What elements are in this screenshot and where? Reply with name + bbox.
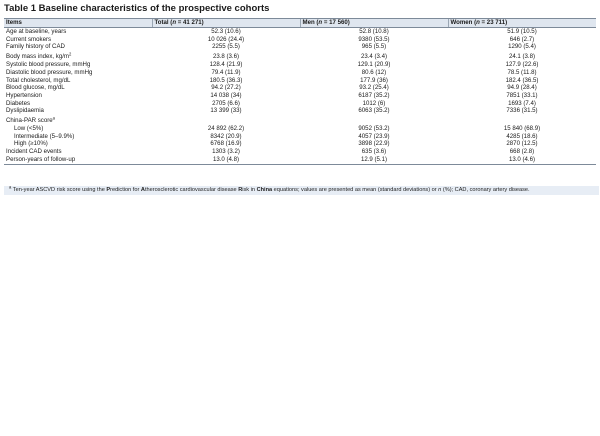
cell-men: 9380 (53.5) — [358, 35, 390, 43]
cell-total: 1303 (3.2) — [212, 148, 240, 156]
row-label: Systolic blood pressure, mmHg — [6, 61, 91, 69]
cell-women: 94.9 (28.4) — [507, 84, 537, 92]
cell-women: 1693 (7.4) — [508, 99, 536, 107]
table-row: Incident CAD events 1303 (3.2) 635 (3.6) 66… — [4, 148, 596, 156]
cell-total: 2705 (6.6) — [212, 99, 240, 107]
cell-women: 668 (2.8) — [509, 148, 535, 156]
header-men: Men (n = 17 560) — [299, 18, 448, 28]
cell-women: 13.0 (4.6) — [448, 155, 596, 165]
cell-men: 93.2 (25.4) — [359, 84, 389, 92]
cell-total: 8342 (20.9) — [210, 132, 242, 140]
cell-total: 2255 (5.5) — [212, 43, 240, 51]
cell-men: 9052 (53.2) — [358, 125, 390, 133]
cell-men: 4057 (23.9) — [358, 132, 390, 140]
table-row: Hypertension 14 038 (34) 6187 (35.2) 7851 (… — [4, 92, 596, 100]
header-total: Total (n = 41 271) — [151, 18, 300, 28]
cell-men: 635 (3.6) — [361, 148, 387, 156]
table-row: Systolic blood pressure, mmHg 128.4 (21.9… — [4, 61, 596, 69]
row-label: Dyslipidaemia — [6, 107, 44, 115]
cell-total: 23.8 (3.6) — [212, 53, 240, 61]
row-label: Age at baseline, years — [6, 28, 67, 35]
cell-total: 13 399 (33) — [210, 107, 242, 115]
cell-women: 646 (2.7) — [509, 35, 535, 43]
table-header-row: Items Total (n = 41 271) Men (n = 17 560… — [4, 18, 596, 28]
cell-men: 3898 (22.9) — [358, 140, 390, 148]
cell-women: 15 840 (68.9) — [503, 125, 541, 133]
cell-total: 128.4 (21.9) — [209, 61, 243, 69]
table-row: Diabetes 2705 (6.6) 1012 (6) 1693 (7.4) — [4, 100, 596, 108]
cell-total: 13.0 (4.8) — [152, 155, 300, 165]
cell-men: 177.9 (36) — [360, 76, 388, 84]
table-row: Low (<5%) 24 892 (62.2) 9052 (53.2) 15 840 … — [4, 125, 596, 133]
row-label: Total cholesterol, mg/dL — [6, 76, 71, 84]
cell-total: 24 892 (62.2) — [207, 125, 245, 133]
row-label: Diastolic blood pressure, mmHg — [6, 68, 93, 76]
cell-men: 1012 (6) — [362, 99, 386, 107]
cell-total: 52.3 (10.6) — [211, 28, 241, 35]
row-label: China-PAR scorea — [6, 115, 55, 125]
cell-men: 52.8 (10.8) — [359, 28, 389, 35]
row-label: Family history of CAD — [6, 43, 65, 51]
row-label: Person-years of follow-up — [4, 155, 152, 165]
cell-women — [448, 115, 596, 125]
baseline-table: Items Total (n = 41 271) Men (n = 17 560… — [4, 18, 596, 165]
row-label: Intermediate (5–9.9%) — [14, 132, 75, 140]
row-label: Body mass index, kg/m2 — [6, 51, 72, 61]
table-row: Body mass index, kg/m2 23.8 (3.6) 23.4 (3.… — [4, 51, 596, 61]
row-label: Incident CAD events — [6, 148, 62, 156]
table-row: Person-years of follow-up 13.0 (4.8) 12.9 … — [4, 155, 596, 165]
table-row: Blood glucose, mg/dL 94.2 (27.2) 93.2 (25.… — [4, 84, 596, 92]
table-row: Diastolic blood pressure, mmHg 79.4 (11.9… — [4, 69, 596, 77]
table-title: Table 1 Baseline characteristics of the … — [4, 3, 270, 14]
cell-total: 6768 (16.9) — [210, 140, 242, 148]
cell-men: 6187 (35.2) — [358, 91, 390, 99]
cell-men: 23.4 (3.4) — [360, 53, 388, 61]
cell-women: 7336 (31.5) — [506, 107, 538, 115]
table-row: Age at baseline, years 52.3 (10.6) 52.8 (1… — [4, 28, 596, 36]
cell-women: 182.4 (36.5) — [505, 76, 539, 84]
cell-men: 6063 (35.2) — [358, 107, 390, 115]
cell-women: 4285 (18.6) — [506, 132, 538, 140]
cell-women: 51.9 (10.5) — [507, 28, 537, 35]
cell-women: 1290 (5.4) — [508, 43, 536, 51]
row-label: Current smokers — [6, 35, 52, 43]
table-row: High (≥10%) 6768 (16.9) 3898 (22.9) 2870 (1… — [4, 140, 596, 148]
row-label: Low (<5%) — [14, 125, 44, 133]
table-row: Intermediate (5–9.9%) 8342 (20.9) 4057 (23… — [4, 133, 596, 141]
row-label: Diabetes — [6, 99, 31, 107]
cell-men: 129.1 (20.9) — [357, 61, 391, 69]
cell-women: 7851 (33.1) — [506, 91, 538, 99]
cell-total: 10 026 (24.4) — [207, 35, 245, 43]
table-row: Total cholesterol, mg/dL 180.5 (36.3) 177.… — [4, 77, 596, 85]
table-row: Current smokers 10 026 (24.4) 9380 (53.5) 6… — [4, 36, 596, 44]
table-row: Family history of CAD 2255 (5.5) 965 (5.5)… — [4, 43, 596, 51]
cell-men: 80.6 (12) — [361, 68, 387, 76]
cell-men — [300, 115, 448, 125]
header-women: Women (n = 23 711) — [447, 18, 596, 28]
row-label: Blood glucose, mg/dL — [6, 84, 65, 92]
cell-total — [152, 115, 300, 125]
table-body: Age at baseline, years 52.3 (10.6) 52.8 (1… — [4, 28, 596, 165]
cell-men: 965 (5.5) — [361, 43, 387, 51]
cell-men: 12.9 (5.1) — [300, 155, 448, 165]
cell-total: 180.5 (36.3) — [209, 76, 243, 84]
table-row: China-PAR scorea — [4, 115, 596, 125]
cell-women: 2870 (12.5) — [506, 140, 538, 148]
cell-women: 24.1 (3.8) — [508, 53, 536, 61]
row-label: Hypertension — [6, 91, 42, 99]
cell-total: 94.2 (27.2) — [211, 84, 241, 92]
cell-women: 127.9 (22.6) — [505, 61, 539, 69]
cell-total: 79.4 (11.9) — [211, 68, 241, 76]
cell-total: 14 038 (34) — [210, 91, 242, 99]
header-items: Items — [4, 18, 152, 28]
cell-women: 78.5 (11.8) — [507, 68, 537, 76]
row-label: High (≥10%) — [14, 140, 48, 148]
table-row: Dyslipidaemia 13 399 (33) 6063 (35.2) 7336 … — [4, 107, 596, 115]
table-footnote: a Ten-year ASCVD risk score using the Pr… — [4, 185, 599, 196]
